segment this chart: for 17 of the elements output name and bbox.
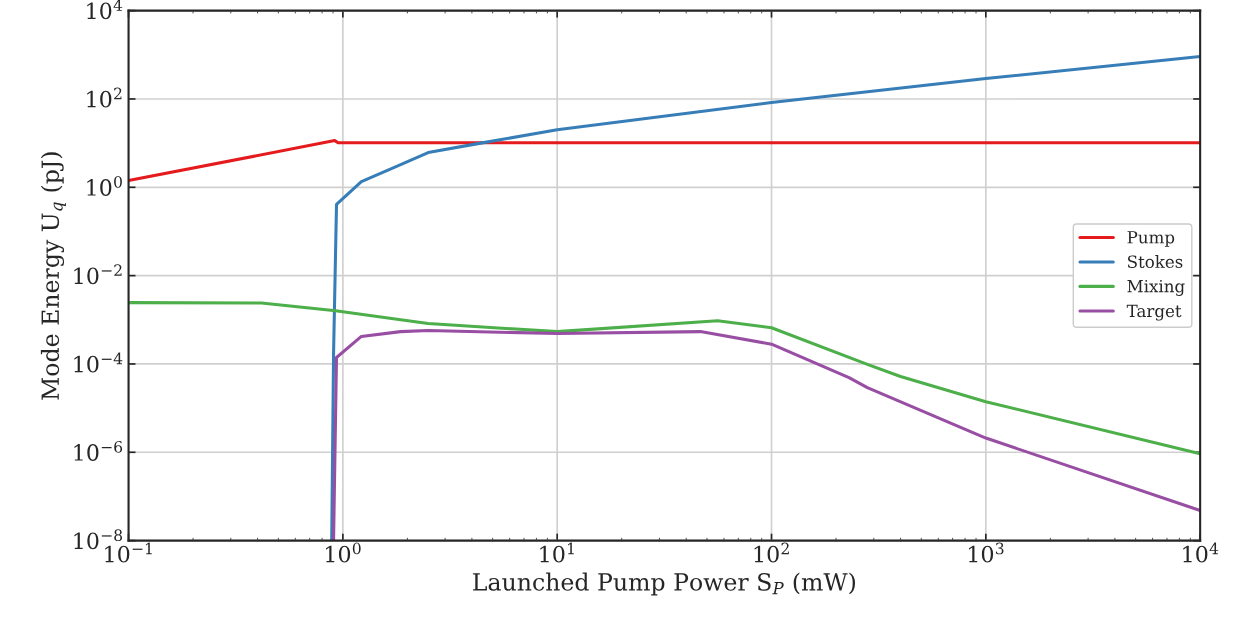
x-tick-label: 10$^{0}$ xyxy=(326,542,361,563)
legend-label: Target xyxy=(1126,304,1182,321)
y-tick-label: 10$^{4}$ xyxy=(87,0,123,20)
y-tick-label: 10$^{2}$ xyxy=(87,87,122,108)
legend-label: Pump xyxy=(1127,231,1175,247)
y-tick-label: 10$^{−6}$ xyxy=(74,440,123,461)
y-axis-title: Mode Energy U$_{q}$ (pJ) xyxy=(40,152,66,400)
x-axis-title: Launched Pump Power S$_{P}$ (mW) xyxy=(473,572,856,596)
x-tick-label: 10$^{3}$ xyxy=(968,542,1004,563)
x-tick-label: 10$^{1}$ xyxy=(540,542,574,563)
x-tick-label: 10$^{4}$ xyxy=(1183,542,1219,563)
legend-label: Stokes xyxy=(1128,255,1183,268)
y-tick-label: 10$^{0}$ xyxy=(87,175,122,196)
y-tick-label: 10$^{−4}$ xyxy=(74,352,123,373)
legend-label: Mixing xyxy=(1127,279,1185,296)
y-tick-label: 10$^{−2}$ xyxy=(74,264,122,285)
x-tick-label: 10$^{2}$ xyxy=(754,542,789,563)
